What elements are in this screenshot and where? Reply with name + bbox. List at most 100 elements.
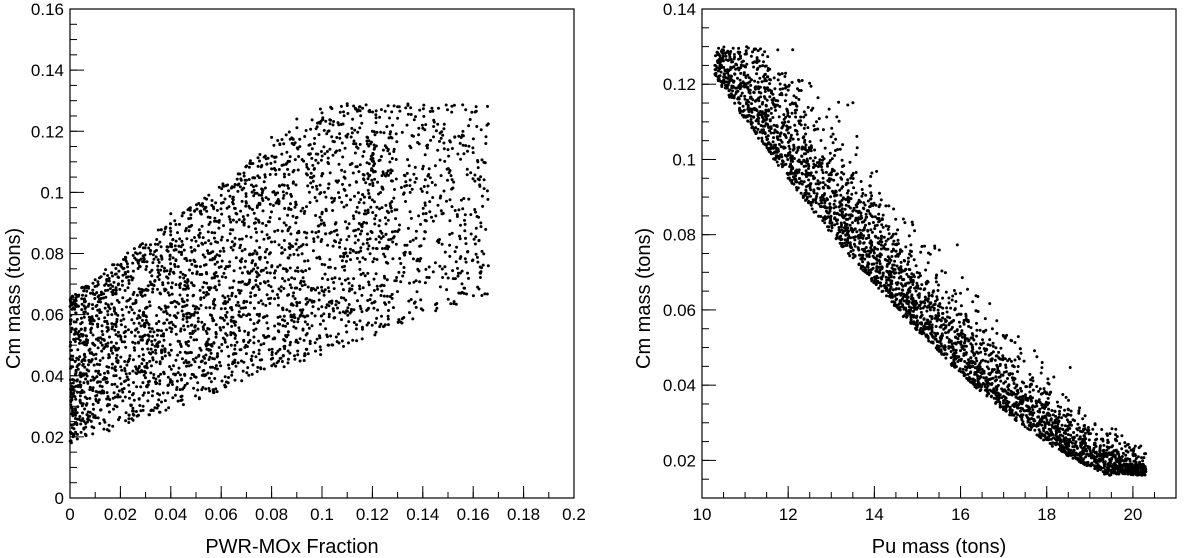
scatter-point bbox=[232, 269, 236, 273]
scatter-point bbox=[132, 413, 136, 417]
scatter-point bbox=[388, 295, 392, 298]
scatter-point bbox=[227, 363, 230, 367]
scatter-point bbox=[193, 375, 197, 379]
y-tick-label: 0.16 bbox=[31, 0, 64, 19]
scatter-point bbox=[317, 224, 321, 228]
scatter-point bbox=[962, 352, 966, 356]
x-tick-label: 0.2 bbox=[562, 505, 586, 524]
scatter-point bbox=[878, 191, 881, 195]
scatter-point bbox=[166, 291, 170, 295]
scatter-point bbox=[83, 310, 87, 314]
scatter-point bbox=[421, 164, 425, 168]
scatter-point bbox=[408, 240, 412, 244]
scatter-point bbox=[737, 46, 741, 50]
scatter-point bbox=[103, 320, 107, 323]
scatter-point bbox=[301, 328, 305, 332]
scatter-point bbox=[302, 280, 306, 284]
scatter-point bbox=[104, 295, 108, 299]
scatter-point bbox=[111, 325, 114, 329]
scatter-point bbox=[435, 306, 439, 310]
scatter-point bbox=[347, 289, 351, 293]
scatter-point bbox=[935, 274, 938, 277]
scatter-point bbox=[151, 358, 155, 362]
scatter-point bbox=[766, 69, 770, 72]
scatter-point bbox=[726, 83, 730, 87]
y-tick-label: 0.12 bbox=[663, 75, 696, 94]
scatter-point bbox=[179, 245, 183, 249]
scatter-point bbox=[69, 343, 72, 347]
scatter-point bbox=[238, 348, 242, 352]
scatter-point bbox=[125, 262, 129, 266]
scatter-point bbox=[138, 335, 142, 339]
scatter-point bbox=[197, 201, 201, 205]
scatter-point bbox=[365, 161, 369, 165]
scatter-point bbox=[134, 365, 138, 369]
scatter-point bbox=[138, 309, 142, 313]
scatter-point bbox=[160, 257, 164, 261]
scatter-point bbox=[389, 204, 392, 208]
scatter-point bbox=[223, 267, 227, 271]
scatter-point bbox=[451, 277, 455, 281]
scatter-point bbox=[180, 309, 184, 313]
scatter-point bbox=[349, 258, 352, 262]
scatter-point bbox=[335, 228, 339, 232]
scatter-point bbox=[421, 107, 425, 111]
scatter-point bbox=[117, 389, 121, 393]
scatter-point bbox=[907, 281, 911, 285]
scatter-point bbox=[136, 330, 140, 334]
scatter-point bbox=[808, 156, 812, 160]
scatter-point bbox=[139, 257, 143, 261]
scatter-point bbox=[99, 310, 103, 314]
scatter-point bbox=[878, 262, 882, 266]
scatter-point bbox=[360, 121, 364, 125]
scatter-point bbox=[196, 381, 200, 385]
scatter-point bbox=[334, 299, 338, 303]
plot-frame bbox=[69, 8, 575, 499]
scatter-point bbox=[459, 157, 463, 161]
scatter-point bbox=[1022, 359, 1026, 363]
scatter-point bbox=[430, 181, 434, 184]
scatter-point bbox=[147, 351, 151, 355]
scatter-point bbox=[197, 365, 201, 369]
scatter-point bbox=[72, 413, 76, 417]
scatter-point bbox=[351, 171, 355, 175]
scatter-point bbox=[72, 427, 76, 431]
scatter-point bbox=[344, 259, 348, 263]
scatter-point bbox=[107, 403, 111, 407]
scatter-point bbox=[121, 390, 125, 394]
scatter-point bbox=[294, 183, 298, 187]
scatter-point bbox=[983, 385, 987, 389]
scatter-point bbox=[824, 170, 828, 174]
scatter-point bbox=[267, 348, 271, 352]
scatter-point bbox=[208, 216, 212, 219]
scatter-point bbox=[148, 270, 152, 274]
scatter-point bbox=[975, 328, 979, 332]
scatter-point bbox=[252, 185, 255, 189]
scatter-point bbox=[244, 178, 248, 182]
scatter-point bbox=[270, 353, 274, 357]
scatter-point bbox=[219, 238, 223, 242]
scatter-point bbox=[212, 272, 216, 276]
scatter-point bbox=[181, 299, 185, 303]
scatter-point bbox=[894, 293, 898, 297]
scatter-point bbox=[375, 284, 379, 288]
scatter-point bbox=[230, 370, 234, 374]
scatter-point bbox=[91, 333, 95, 337]
scatter-point bbox=[375, 258, 379, 261]
scatter-point bbox=[328, 258, 332, 261]
scatter-point bbox=[393, 188, 396, 191]
scatter-point bbox=[876, 236, 880, 240]
scatter-point bbox=[185, 312, 188, 316]
scatter-point bbox=[75, 437, 79, 441]
scatter-point bbox=[209, 242, 213, 246]
scatter-point bbox=[841, 185, 845, 189]
scatter-point bbox=[89, 379, 93, 382]
scatter-point bbox=[255, 370, 259, 373]
scatter-point bbox=[830, 126, 834, 130]
scatter-point bbox=[166, 249, 170, 253]
scatter-point bbox=[399, 280, 403, 284]
y-tick-label: 0.12 bbox=[31, 122, 64, 141]
scatter-point bbox=[277, 359, 281, 363]
scatter-point bbox=[205, 332, 209, 335]
scatter-point bbox=[1128, 446, 1131, 449]
